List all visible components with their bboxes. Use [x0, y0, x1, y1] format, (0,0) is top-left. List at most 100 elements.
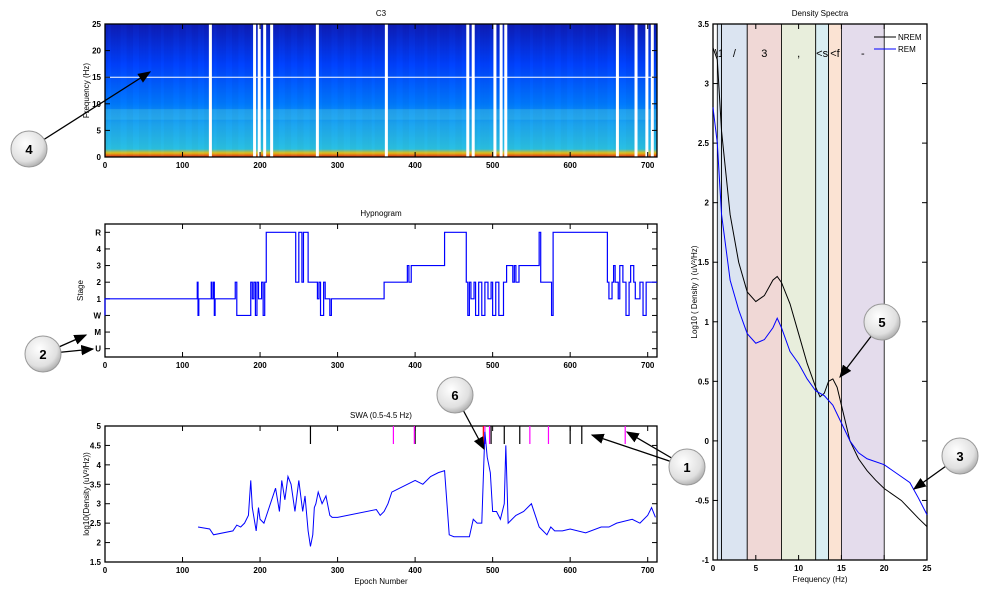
spectrogram-column [173, 24, 177, 157]
spectrogram-column [418, 24, 422, 157]
spectrogram-column [545, 24, 549, 157]
spectrogram-column [123, 24, 127, 157]
spectrogram-column [508, 24, 512, 157]
spectrogram-column [362, 24, 366, 157]
x-tick-label: 0 [103, 361, 108, 370]
spectrogram-column [191, 24, 195, 157]
spectrogram-column [188, 24, 192, 157]
spectrogram-column [495, 24, 499, 157]
y-tick-label: 4 [97, 245, 102, 254]
spectrogram-column [486, 24, 490, 157]
spectrogram-column [139, 24, 143, 157]
y-tick-label: 2.5 [90, 519, 102, 528]
band-label: / [733, 48, 737, 60]
spectrogram-column [582, 24, 586, 157]
spectrum-line-nrem [712, 47, 928, 528]
spectrogram-column [294, 24, 298, 157]
spectrogram-column [421, 24, 425, 157]
spectrogram-column [517, 24, 521, 157]
spectrogram-column [136, 24, 140, 157]
spectrogram-column [229, 24, 233, 157]
spectrogram-column [353, 24, 357, 157]
spectrogram-column [260, 24, 264, 157]
x-tick-label: 700 [641, 161, 655, 170]
x-tick-label: 300 [331, 161, 345, 170]
spectrogram-column [598, 24, 602, 157]
callout-bubble [668, 448, 706, 486]
spectrogram-column [331, 24, 335, 157]
spectrogram-column [449, 24, 453, 157]
artifact-gap [504, 24, 508, 157]
spectrogram-column [210, 24, 214, 157]
band-label: <s [816, 48, 828, 60]
x-tick-label: 200 [253, 361, 267, 370]
spectrogram-column [163, 24, 168, 157]
spectrogram-column [359, 24, 363, 157]
spectrogram-column [436, 24, 440, 157]
spectrogram-column [446, 24, 450, 157]
spectrogram-column [132, 24, 137, 157]
spectrogram-column [291, 24, 295, 157]
spectrogram-column [278, 24, 282, 157]
spectrogram-column [272, 24, 276, 157]
spectrogram-column [585, 24, 589, 157]
chart-title: C3 [376, 9, 387, 18]
spectrogram-column [176, 24, 180, 157]
spectrogram-column [474, 24, 478, 157]
y-tick-label: 10 [92, 100, 101, 109]
y-tick-label: 0.5 [698, 377, 710, 386]
spectrogram-column [111, 24, 115, 157]
y-tick-label: 2 [97, 278, 102, 287]
spectrogram-column [287, 24, 292, 157]
y-tick-label: 25 [92, 20, 101, 29]
swa-chart: 0 100 200 300 400 500 600 700 1.5 2 2.5 3 3.5 4 4.5 5 SW… [82, 411, 658, 586]
callout-number: 2 [39, 347, 46, 362]
callout-number: 6 [451, 388, 458, 403]
spectrogram-column [632, 24, 636, 157]
artifact-gap [384, 24, 388, 157]
spectrogram-column [396, 24, 400, 157]
spectrogram-column [622, 24, 626, 157]
spectrum-line-rem [712, 107, 928, 515]
y-tick-label: 2.5 [698, 139, 710, 148]
x-tick-label: 100 [176, 566, 190, 575]
y-tick-label: 5 [97, 126, 102, 135]
y-tick-label: W [93, 311, 101, 320]
spectrogram-column [424, 24, 428, 157]
spectrogram-column [222, 24, 226, 157]
spectrogram-column [405, 24, 409, 157]
artifact-gap [493, 24, 497, 157]
plot-frame [104, 23, 658, 158]
y-tick-label: 15 [92, 73, 101, 82]
spectrogram-column [573, 24, 577, 157]
plot-frame [712, 23, 928, 561]
y-tick-label: 3.5 [90, 480, 102, 489]
y-tick-label: 1 [705, 318, 710, 327]
spectrogram-column [371, 24, 375, 157]
spectrogram-column [511, 24, 515, 157]
spectrogram-column [560, 24, 564, 157]
spectrogram-column [154, 24, 158, 157]
spectrogram-column [216, 24, 220, 157]
spectrogram-column [579, 24, 583, 157]
spectrogram-column [225, 24, 230, 157]
x-tick-label: 400 [408, 161, 422, 170]
spectrogram-column [297, 24, 301, 157]
spectrogram-column [126, 24, 130, 157]
spectrogram-column [467, 24, 471, 157]
spectrogram-column [427, 24, 431, 157]
artifact-gap [499, 24, 503, 157]
spectrogram-column [356, 24, 360, 157]
spectrogram-column [588, 24, 592, 157]
x-tick-label: 100 [176, 361, 190, 370]
artifact-gap [315, 24, 319, 157]
spectrogram-column [105, 24, 109, 157]
spectrogram-column [238, 24, 242, 157]
chart-title: Hypnogram [360, 209, 402, 218]
spectrogram-column [526, 24, 530, 157]
spectrogram-column [387, 24, 391, 157]
spectrogram-column [641, 24, 645, 157]
x-tick-label: 600 [563, 361, 577, 370]
spectrogram-column [455, 24, 459, 157]
spectrogram-column [433, 24, 437, 157]
